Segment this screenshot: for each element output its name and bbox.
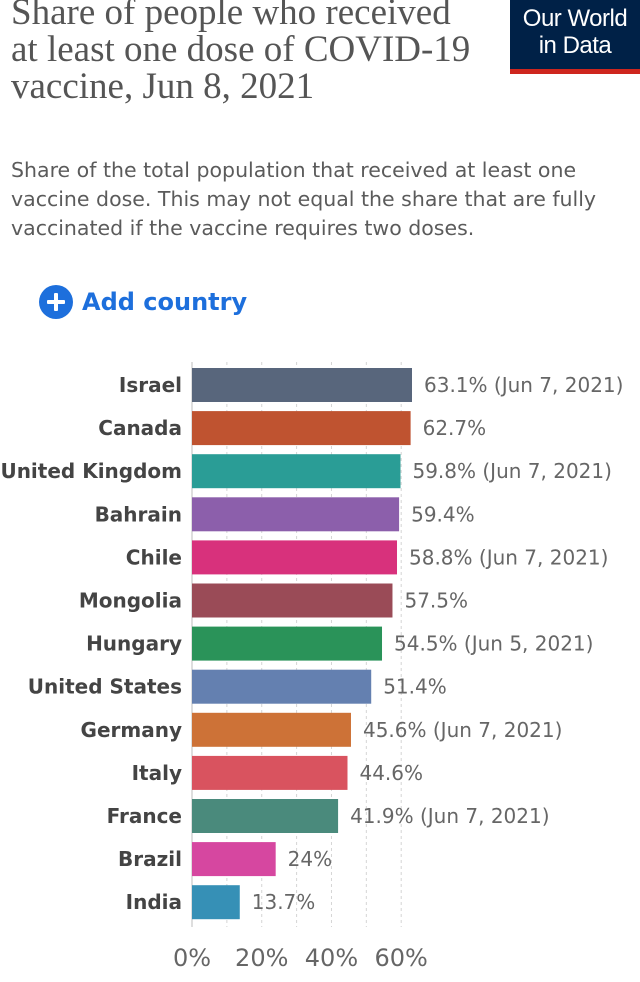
category-label[interactable]: India [126,890,182,914]
bar[interactable] [192,368,412,402]
chart-subtitle: Share of the total population that recei… [11,158,597,240]
value-label: 62.7% [423,416,487,440]
category-label[interactable]: United Kingdom [0,459,182,483]
category-label[interactable]: Germany [81,718,182,742]
value-label: 59.4% [411,502,475,526]
category-label[interactable]: France [107,804,182,828]
add-country-label: Add country [82,288,248,316]
value-label: 41.9% (Jun 7, 2021) [350,804,549,828]
category-label[interactable]: Bahrain [95,502,182,526]
owid-logo[interactable]: Our World in Data [510,0,640,74]
category-label[interactable]: Hungary [86,632,182,656]
bar[interactable] [192,712,351,747]
value-label: 58.8% (Jun 7, 2021) [409,545,608,569]
category-label[interactable]: Brazil [118,847,182,871]
x-tick-label: 60% [375,944,428,972]
bar[interactable] [192,583,393,618]
category-label[interactable]: Israel [119,373,182,397]
value-label: 13.7% [252,890,316,914]
add-country-button[interactable]: Add country [39,285,247,319]
category-label[interactable]: Italy [132,761,182,785]
value-label: 59.8% (Jun 7, 2021) [412,459,611,483]
category-label[interactable]: United States [28,675,182,699]
x-tick-label: 0% [173,944,211,972]
logo-line-1: Our World [522,5,628,32]
bar[interactable] [192,842,276,877]
category-label[interactable]: Canada [98,416,182,440]
bar[interactable] [192,454,401,489]
bar[interactable] [192,411,411,446]
category-label[interactable]: Chile [126,545,182,569]
bar[interactable] [192,799,339,833]
bar[interactable] [192,755,348,790]
chart-title: Share of people who received at least on… [11,0,471,107]
value-label: 24% [288,847,332,871]
x-tick-label: 20% [235,944,288,972]
plus-circle-icon [39,285,73,319]
category-label[interactable]: Mongolia [79,589,182,613]
x-tick-label: 40% [305,944,358,972]
bar[interactable] [192,885,240,920]
value-label: 54.5% (Jun 5, 2021) [394,632,593,656]
logo-line-2: in Data [538,32,612,59]
bar[interactable] [192,497,400,532]
bar[interactable] [192,540,398,575]
value-label: 63.1% (Jun 7, 2021) [424,373,623,397]
value-label: 57.5% [404,589,468,613]
value-label: 45.6% (Jun 7, 2021) [363,718,562,742]
bar[interactable] [192,626,383,661]
value-label: 51.4% [383,675,447,699]
value-label: 44.6% [359,761,423,785]
bar[interactable] [192,669,372,704]
